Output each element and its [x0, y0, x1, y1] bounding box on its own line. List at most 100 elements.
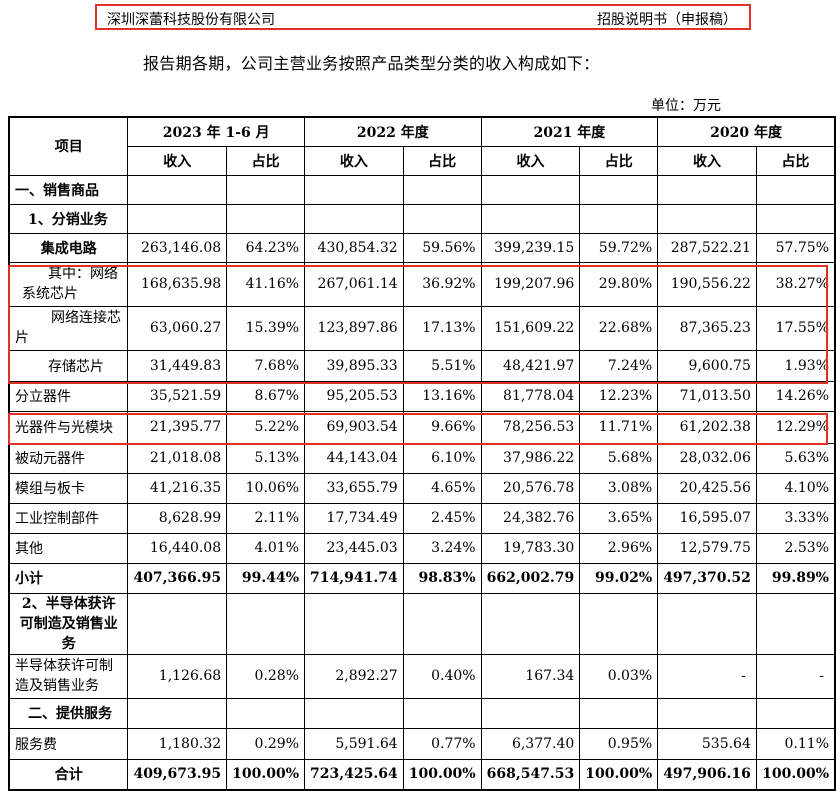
share-cell: [402, 697, 482, 729]
row-label: 网络连接芯片: [8, 305, 129, 351]
share-cell: 59.56%: [402, 232, 482, 263]
revenue-cell: [304, 174, 404, 205]
revenue-cell: [127, 203, 228, 234]
table-row: 二、提供服务: [8, 697, 836, 729]
revenue-cell: [657, 174, 757, 205]
share-cell: 0.11%: [755, 727, 836, 760]
share-cell: 5.13%: [226, 442, 306, 474]
share-cell: [226, 697, 306, 729]
revenue-cell: 167.34: [480, 653, 581, 699]
share-cell: 15.39%: [226, 305, 306, 351]
share-header: 占比: [579, 145, 659, 176]
table-row: 网络连接芯片 63,060.27 15.39% 123,897.86 17.13% 151…: [8, 305, 836, 351]
row-label: 光器件与光模块: [8, 410, 129, 444]
revenue-cell: 87,365.23: [657, 305, 757, 351]
row-label: 其他: [8, 532, 129, 564]
revenue-cell: 44,143.04: [304, 442, 404, 474]
revenue-cell: 21,018.08: [127, 442, 228, 474]
document-header: 深圳深蕾科技股份有限公司 招股说明书（申报稿）: [95, 4, 751, 30]
revenue-cell: 23,445.03: [304, 532, 404, 564]
table-row: 被动元器件 21,018.08 5.13% 44,143.04 6.10% 37,986.…: [8, 442, 836, 474]
share-cell: 10.06%: [226, 472, 306, 504]
revenue-cell: 35,521.59: [127, 380, 228, 412]
period-header: 2020 年度: [657, 116, 836, 147]
share-cell: 99.02%: [579, 562, 659, 594]
row-label: 合计: [8, 758, 129, 791]
revenue-cell: [480, 174, 581, 205]
share-cell: 7.68%: [226, 349, 306, 382]
row-label: 一、销售商品: [8, 174, 129, 205]
revenue-cell: 6,377.40: [480, 727, 581, 760]
revenue-cell: [304, 203, 404, 234]
revenue-cell: 535.64: [657, 727, 757, 760]
row-label: 集成电路: [8, 232, 129, 263]
share-header: 占比: [402, 145, 482, 176]
row-label: 存储芯片: [8, 349, 129, 382]
revenue-cell: 95,205.53: [304, 380, 404, 412]
revenue-cell: 31,449.83: [127, 349, 228, 382]
header-row-periods: 项目 2023 年 1-6 月 2022 年度 2021 年度 2020 年度: [8, 116, 836, 176]
share-cell: 12.29%: [755, 410, 836, 444]
revenue-cell: [127, 174, 228, 205]
share-cell: 2.11%: [226, 502, 306, 534]
row-label: 小计: [8, 562, 129, 594]
row-label: 1、分销业务: [8, 203, 129, 234]
share-cell: 7.24%: [579, 349, 659, 382]
share-cell: 14.26%: [755, 380, 836, 412]
table-row: 一、销售商品: [8, 174, 836, 205]
share-cell: 4.01%: [226, 532, 306, 564]
share-cell: 3.24%: [402, 532, 482, 564]
revenue-header: 收入: [304, 145, 404, 176]
revenue-cell: [127, 697, 228, 729]
share-cell: 3.65%: [579, 502, 659, 534]
share-cell: [226, 174, 306, 205]
revenue-cell: 48,421.97: [480, 349, 581, 382]
share-cell: 1.93%: [755, 349, 836, 382]
share-cell: 8.67%: [226, 380, 306, 412]
revenue-cell: 399,239.15: [480, 232, 581, 263]
share-cell: [226, 203, 306, 234]
share-cell: 38.27%: [755, 261, 836, 307]
share-cell: 0.40%: [402, 653, 482, 699]
share-cell: 36.92%: [402, 261, 482, 307]
share-cell: 5.68%: [579, 442, 659, 474]
revenue-cell: 1,180.32: [127, 727, 228, 760]
revenue-cell: 668,547.53: [480, 758, 581, 791]
share-cell: 99.44%: [226, 562, 306, 594]
revenue-cell: 497,370.52: [657, 562, 757, 594]
revenue-cell: 123,897.86: [304, 305, 404, 351]
revenue-cell: 662,002.79: [480, 562, 581, 594]
share-cell: [579, 203, 659, 234]
revenue-cell: 9,600.75: [657, 349, 757, 382]
revenue-cell: 71,013.50: [657, 380, 757, 412]
share-cell: 100.00%: [226, 758, 306, 791]
revenue-cell: 16,440.08: [127, 532, 228, 564]
revenue-cell: 28,032.06: [657, 442, 757, 474]
share-cell: 0.28%: [226, 653, 306, 699]
share-cell: 5.22%: [226, 410, 306, 444]
header-row-sub: 收入 占比 收入 占比 收入 占比 收入 占比: [9, 145, 836, 176]
revenue-cell: 407,366.95: [127, 562, 228, 594]
share-cell: 2.96%: [579, 532, 659, 564]
revenue-cell: 168,635.98: [127, 261, 228, 307]
table-row: 小计 407,366.95 99.44% 714,941.74 98.83% 662,00…: [8, 562, 836, 594]
period-header: 2023 年 1-6 月: [127, 116, 306, 147]
share-cell: 64.23%: [226, 232, 306, 263]
revenue-cell: 263,146.08: [127, 232, 228, 263]
share-cell: [755, 174, 836, 205]
revenue-cell: 2,892.27: [304, 653, 404, 699]
revenue-header: 收入: [127, 145, 228, 176]
revenue-cell: 63,060.27: [127, 305, 228, 351]
table-row: 分立器件 35,521.59 8.67% 95,205.53 13.16% 81,778.…: [8, 380, 836, 412]
share-cell: 6.10%: [402, 442, 482, 474]
share-cell: 22.68%: [579, 305, 659, 351]
revenue-cell: [480, 697, 581, 729]
revenue-cell: 1,126.68: [127, 653, 228, 699]
row-label: 分立器件: [8, 380, 129, 412]
share-cell: 98.83%: [402, 562, 482, 594]
table-row: 工业控制部件 8,628.99 2.11% 17,734.49 2.45% 24,382.…: [8, 502, 836, 534]
row-label: 模组与板卡: [8, 472, 129, 504]
share-cell: 59.72%: [579, 232, 659, 263]
share-cell: [755, 203, 836, 234]
share-cell: [755, 697, 836, 729]
